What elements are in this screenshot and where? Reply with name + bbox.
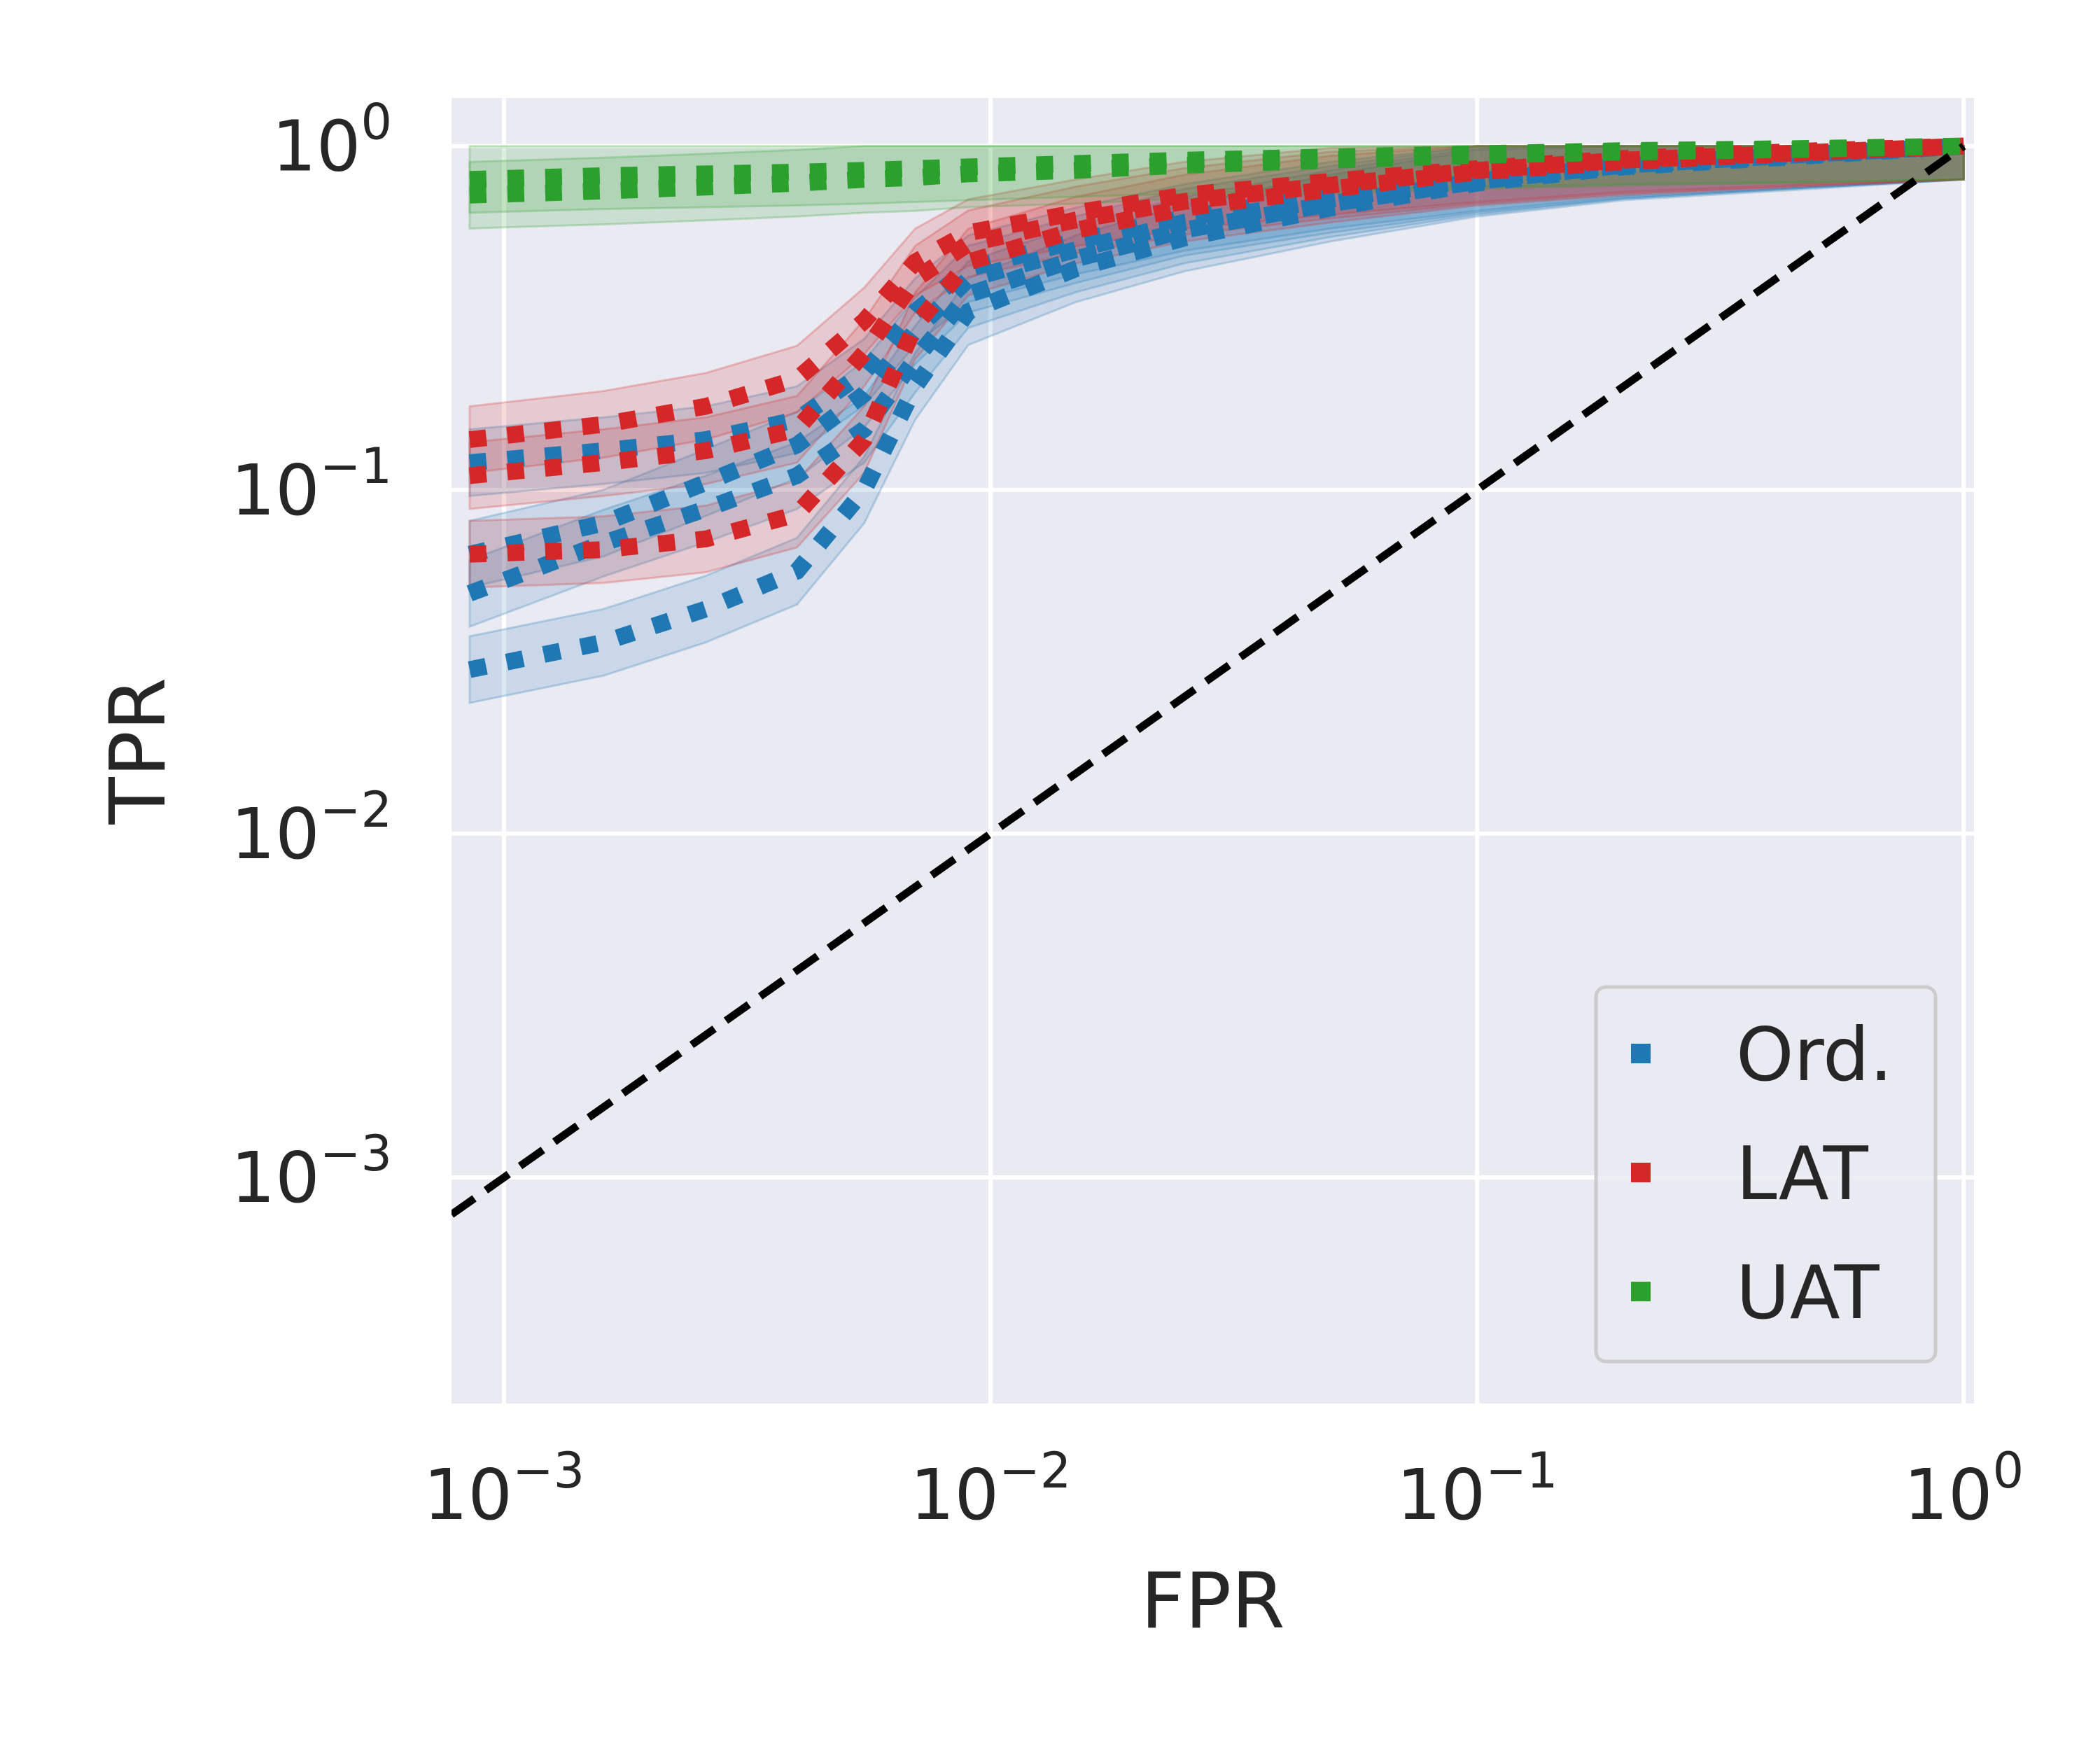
y-tick-base: 10	[272, 106, 360, 188]
legend-marker	[1631, 1282, 1651, 1301]
y-tick-exponent: −2	[320, 781, 392, 839]
y-tick-label: 10−3	[231, 1125, 392, 1219]
series-line	[469, 137, 1964, 563]
x-tick-label: 10−1	[1396, 1442, 1558, 1536]
y-tick-exponent: 0	[360, 94, 392, 151]
y-axis-label: TPR	[93, 678, 183, 825]
legend-box	[1594, 985, 1938, 1364]
series-line	[466, 137, 1964, 601]
x-tick-base: 10	[1396, 1454, 1485, 1536]
x-axis-ticks: 10−3 10−2 10−1 100	[424, 1442, 2024, 1536]
y-tick-base: 10	[231, 793, 320, 875]
y-tick-label: 10−1	[231, 438, 392, 531]
x-tick-base: 10	[424, 1454, 512, 1536]
chance-diagonal-line	[451, 143, 1966, 1218]
x-tick-label: 10−3	[424, 1442, 584, 1536]
x-tick-base: 10	[910, 1454, 999, 1536]
series-line	[468, 137, 1964, 484]
legend: Ord. LAT UAT	[1594, 985, 1938, 1364]
series-lines	[466, 137, 1965, 678]
confidence-band	[468, 145, 1965, 629]
confidence-band	[468, 145, 1965, 705]
legend-label: LAT	[1736, 1131, 1869, 1217]
y-tick-base: 10	[231, 1137, 320, 1219]
legend-marker	[1631, 1044, 1651, 1063]
x-tick-exponent: −3	[512, 1442, 584, 1499]
x-tick-exponent: 0	[1993, 1442, 2024, 1499]
legend-marker	[1631, 1163, 1651, 1182]
x-tick-label: 100	[1903, 1442, 2024, 1536]
x-axis-label: FPR	[1140, 1556, 1284, 1646]
x-tick-exponent: −1	[1485, 1442, 1558, 1499]
y-tick-base: 10	[231, 449, 320, 531]
y-tick-exponent: −1	[320, 438, 392, 495]
y-tick-exponent: −3	[320, 1125, 392, 1182]
legend-label: UAT	[1736, 1250, 1880, 1336]
legend-label: Ord.	[1736, 1012, 1893, 1098]
x-tick-base: 10	[1903, 1454, 1992, 1536]
x-tick-label: 10−2	[910, 1442, 1071, 1536]
y-tick-label: 100	[272, 94, 392, 188]
y-tick-label: 10−2	[231, 781, 392, 875]
series-line	[468, 137, 1964, 448]
x-tick-exponent: −2	[999, 1442, 1071, 1499]
